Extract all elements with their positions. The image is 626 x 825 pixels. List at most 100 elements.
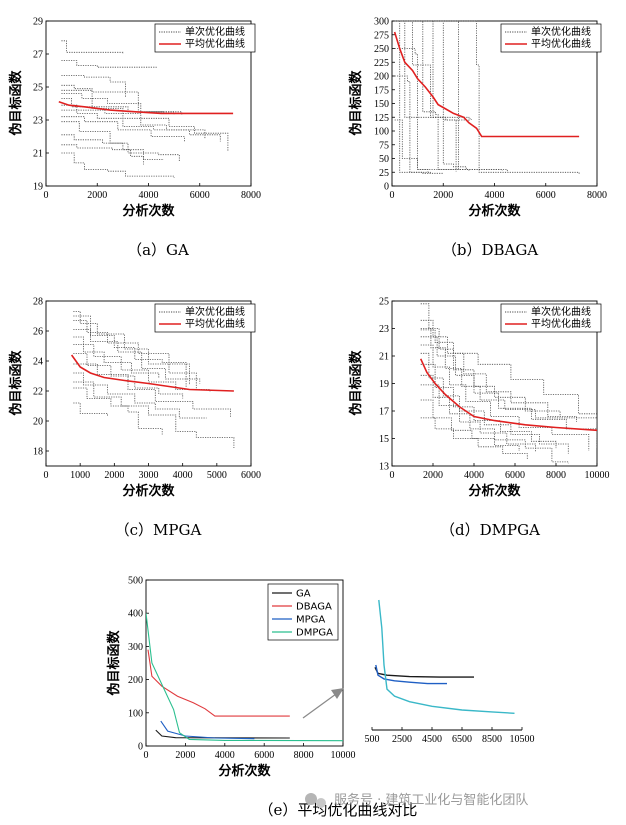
single-run-line [73,336,160,378]
x-tick-label: 6000 [505,470,525,481]
x-tick-label: 2500 [392,734,412,745]
y-tick-label: 0 [384,182,389,193]
legend-label-average: 平均优化曲线 [185,317,245,330]
x-tick-label: 6500 [452,734,472,745]
y-tick-label: 100 [128,708,143,719]
y-axis-label: 伪目标函数 [8,350,24,417]
x-axis-label: 分析次数 [122,483,175,499]
y-tick-label: 22 [33,387,43,398]
chart-b: 0 2000 4000 6000 800002550751001251501752002… [348,17,607,260]
x-axis-label: 分析次数 [218,763,271,779]
average-line [419,358,597,432]
series-line-dmpga [146,613,343,742]
chart-caption: （b）DBAGA [442,241,538,259]
x-tick-label: 4000 [173,470,193,481]
single-run-line [61,60,157,69]
chart-caption: （e）平均优化曲线对比 [259,801,418,819]
single-run-line [420,329,597,449]
y-tick-label: 17 [379,407,389,418]
y-tick-label: 25 [379,297,389,308]
x-tick-label: 0 [44,190,49,201]
single-run-line [61,144,144,165]
y-tick-label: 50 [379,154,389,165]
legend-label-dmpga: DMPGA [296,628,333,639]
x-tick-label: 10000 [331,750,356,761]
y-tick-label: 300 [128,642,143,653]
plot-area [70,311,235,448]
x-tick-label: 2000 [175,750,195,761]
single-run-line [61,40,124,54]
single-run-line [420,384,536,453]
y-tick-label: 25 [379,168,389,179]
chart-caption: （c）MPGA [115,521,202,539]
chart-caption: （d）DMPGA [440,521,540,539]
series-line-dbaga [147,649,290,717]
x-tick-label: 6000 [254,750,274,761]
single-run-line [61,89,229,152]
wechat-logo-icon [305,793,326,808]
legend-label-mpga: MPGA [296,615,325,626]
y-tick-label: 250 [374,44,389,55]
legend-label-single: 单次优化曲线 [185,25,245,38]
single-run-line [394,20,470,122]
x-tick-label: 2000 [87,190,107,201]
single-run-line [420,417,528,460]
single-run-line [394,20,470,171]
y-axis-label: 伪目标函数 [8,70,24,137]
single-run-line [394,20,508,172]
single-run-line [73,363,231,418]
single-run-line [61,121,180,162]
y-tick-label: 275 [374,30,389,41]
y-tick-label: 25 [33,83,43,94]
watermark-text: 服务号 · 建筑工业化与智能化团队 [334,792,528,808]
y-axis-label: 伪目标函数 [106,630,122,697]
single-run-line [420,319,577,422]
chart-a: 0 2000 4000 6000 8000 19 21 23 25 27 29 分析次数 伪目标函数 （a… [8,17,261,260]
single-run-line [61,84,165,114]
watermark: 服务号 · 建筑工业化与智能化团队 [305,792,528,808]
y-tick-label: 15 [379,434,389,445]
chart-d: 0 2000 4000 6000 8000 10000 13 15 17 19 21 23 25 分析次数… [348,297,610,540]
series-line-dmpga [378,599,515,714]
y-tick-label: 28 [33,297,43,308]
x-tick-label: 0 [44,470,49,481]
x-tick-label: 8000 [587,190,607,201]
legend-box [500,303,602,333]
chart-e_zoom: 500 2500 4500 6500 8500 10500 [365,599,535,745]
single-run-line [394,48,429,172]
x-axis-label: 分析次数 [122,203,175,219]
legend-label-single: 单次优化曲线 [531,25,591,38]
x-tick-label: 1000 [70,470,90,481]
single-run-line [420,336,597,440]
plot-area [374,599,515,714]
single-run-line [394,20,467,170]
plot-frame [145,579,344,747]
single-run-line [394,75,431,174]
plot-area [146,613,343,742]
single-run-line [73,320,197,390]
x-tick-label: 0 [144,750,149,761]
single-run-line [420,303,561,417]
y-tick-label: 13 [379,462,389,473]
legend-box [154,23,256,53]
x-tick-label: 0 [390,470,395,481]
zoom-arrow-shaft [302,693,337,719]
legend-label-ga: GA [296,589,311,600]
x-tick-label: 2000 [433,190,453,201]
single-run-line [420,399,520,451]
legend-label-single: 单次优化曲线 [531,305,591,318]
x-tick-label: 0 [390,190,395,201]
zoom-arrow-head [331,688,344,699]
average-line [393,31,580,138]
x-tick-label: 8000 [241,190,261,201]
y-tick-label: 150 [374,99,389,110]
y-tick-label: 27 [33,50,43,61]
x-tick-label: 3000 [139,470,159,481]
x-tick-label: 6000 [241,470,261,481]
plot-area [58,40,234,178]
x-tick-label: 4000 [215,750,235,761]
legend-label-average: 平均优化曲线 [185,37,245,50]
y-tick-label: 18 [33,447,43,458]
x-tick-label: 8000 [546,470,566,481]
y-tick-label: 175 [374,85,389,96]
